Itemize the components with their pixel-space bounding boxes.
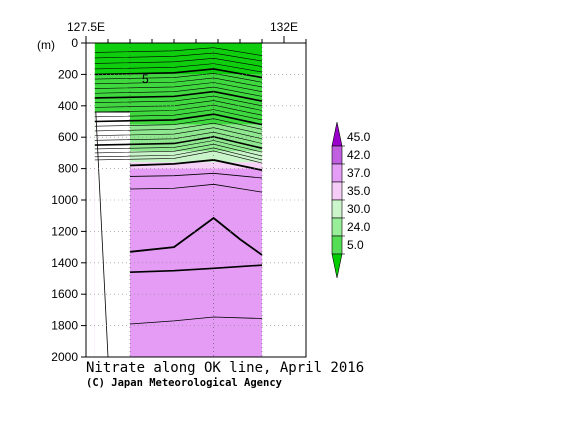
contour-line [129,216,263,256]
contour-line [94,113,263,126]
contour-line [94,47,263,56]
colorbar-label: 35.0 [347,184,371,198]
contour-line [94,68,263,79]
grid-lines [86,43,306,357]
colorbar-swatch [331,181,343,201]
contour-line [94,150,263,164]
y-axis: 0 200 400 600 800 1000 1200 1400 1600 1800 2000 [51,36,86,364]
contour-lines [94,47,263,325]
y-tick-label: 1800 [51,319,78,333]
y-tick-label: 1000 [51,193,78,207]
x-tick-label: 132E [270,20,298,34]
colorbar-label: 30.0 [347,202,371,216]
contour-line [94,52,263,62]
contour-line [94,58,263,67]
fill-band [94,162,262,169]
colorbar-swatch [331,199,343,219]
x-tick-label: 127.5E [67,20,105,34]
colorbar-label: 5.0 [347,238,364,252]
contour-line [94,127,263,140]
colorbar: 45.0 42.0 37.0 35.0 30.0 24.0 5.0 [331,121,371,279]
y-tick-label: 2000 [51,350,78,364]
contour-line [94,77,263,88]
y-tick-label: 200 [58,67,78,81]
contour-line [129,183,263,193]
y-tick-label: 1600 [51,287,78,301]
colorbar-label: 45.0 [347,130,371,144]
contour-line [94,63,263,73]
contour-line [94,143,263,157]
colorbar-swatch [331,145,343,165]
contour-line [94,147,263,161]
colorbar-swatch [331,235,343,255]
contour-line [94,135,263,149]
contour-line [129,172,263,179]
x-axis: 127.5E 132E [67,20,307,43]
y-tick-label: 600 [58,130,78,144]
y-tick-label: 1400 [51,256,78,270]
fill-band [94,151,262,163]
contour-line [94,90,263,102]
y-tick-label: 800 [58,162,78,176]
credit-line: (C) Japan Meteorological Agency [86,377,283,389]
colorbar-label: 42.0 [347,148,371,162]
contour-line [129,316,263,325]
contour-line [129,264,263,274]
y-tick-label: 1200 [51,224,78,238]
colorbar-cap [331,121,343,147]
contour-line [94,95,263,107]
contour-line [94,104,263,116]
colorbar-label: 24.0 [347,220,371,234]
mask-area [94,112,130,357]
colorbar-swatch [331,163,343,183]
contour-line [94,131,263,144]
contour-line [94,73,263,83]
contour-line [129,159,263,172]
colorbar-swatch [331,217,343,237]
contour-line [94,122,263,135]
chart-title: Nitrate along OK line, April 2016 [86,360,364,376]
colorbar-label: 37.0 [347,166,371,180]
contour-line [94,100,263,111]
contour-line [94,109,263,121]
y-tick-label: 400 [58,99,78,113]
contour-line [94,118,263,130]
fill-band [94,43,262,75]
contour-line [94,140,263,153]
contour-line [94,86,263,97]
colorbar-cap [331,253,343,279]
y-axis-label: (m) [37,38,55,52]
contour-line [94,82,263,92]
y-tick-label: 0 [71,36,78,50]
contour-label: 5 [142,72,149,86]
